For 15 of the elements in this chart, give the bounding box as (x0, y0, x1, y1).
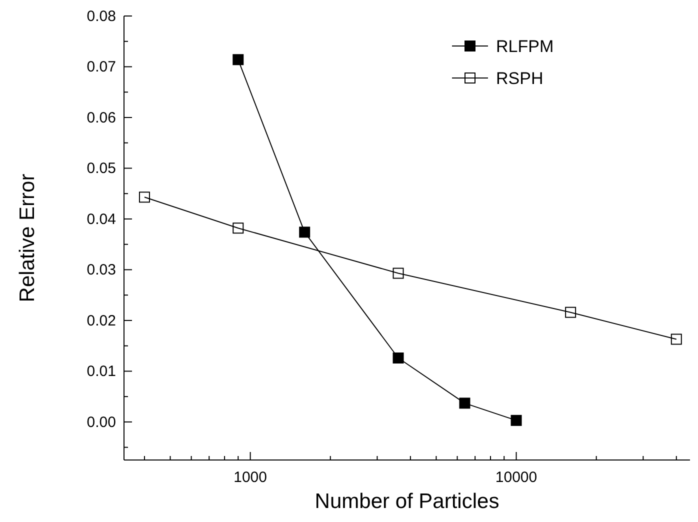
y-tick-label: 0.05 (86, 160, 116, 178)
y-tick-label: 0.06 (86, 109, 116, 126)
y-tick-label: 0.07 (86, 58, 116, 76)
y-tick-label: 0.02 (86, 312, 116, 330)
legend-label: RLFPM (496, 37, 554, 56)
y-tick-label: 0.04 (86, 210, 116, 228)
x-axis-title: Number of Particles (314, 490, 500, 513)
x-tick-label: 1000 (234, 469, 268, 486)
y-axis-title: Relative Error (16, 174, 39, 302)
y-tick-label: 0.03 (86, 262, 116, 279)
y-tick-label: 0.08 (86, 8, 116, 25)
y-tick-label: 0.01 (86, 363, 116, 380)
y-tick-label: 0.00 (86, 414, 116, 431)
x-tick-label: 10000 (495, 469, 538, 486)
legend-label: RSPH (496, 69, 544, 88)
